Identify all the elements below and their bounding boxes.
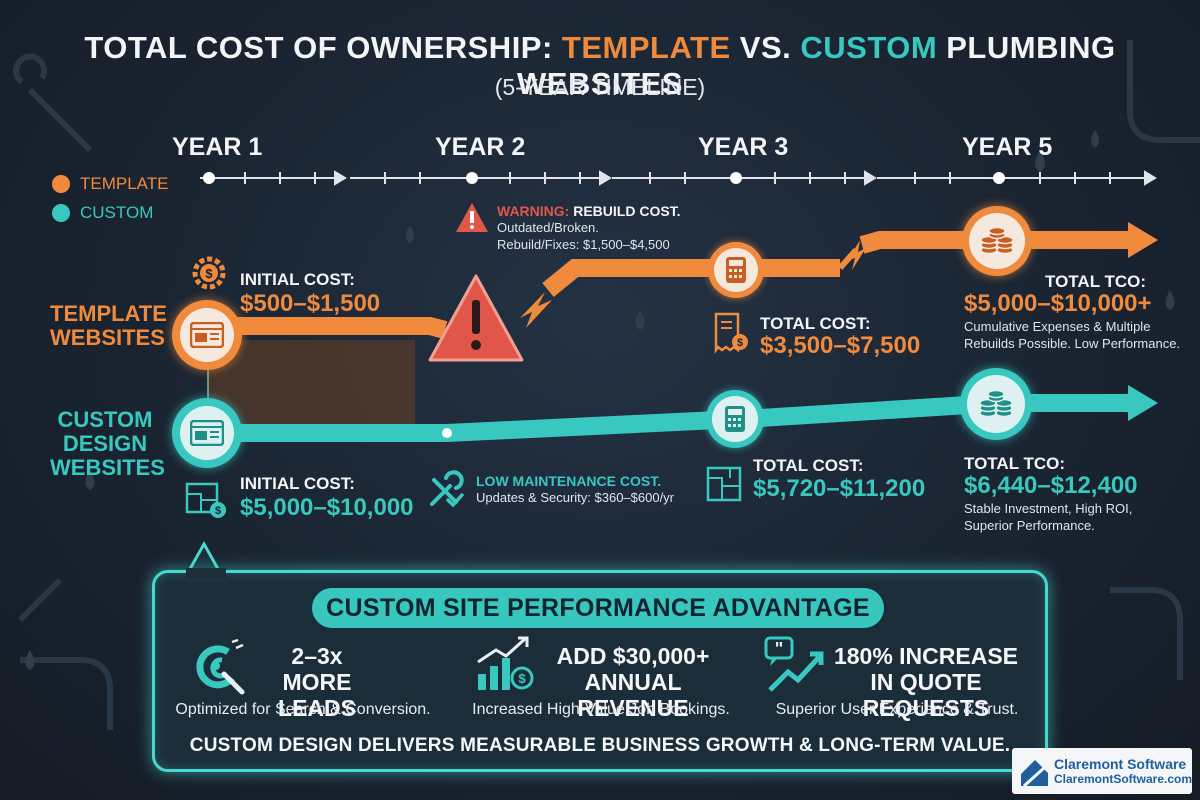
template-tco-value: $5,000–$10,000+	[964, 290, 1152, 317]
advantage-leads-sub: Optimized for Search & Conversion.	[175, 701, 431, 718]
wrench-check-icon	[430, 470, 464, 508]
svg-text:$: $	[215, 505, 221, 517]
brand-house-icon	[1021, 760, 1048, 788]
coin-stack-icon	[969, 213, 1025, 269]
template-tco-note: Cumulative Expenses & Multiple Rebuilds P…	[964, 319, 1181, 351]
custom-year3-node	[706, 390, 764, 448]
template-path-year1	[208, 317, 448, 339]
gear-dollar-icon: $	[192, 256, 226, 290]
coin-stack-icon	[967, 375, 1025, 433]
template-year5-node	[962, 206, 1032, 276]
legend-custom-swatch	[52, 204, 70, 222]
advantage-revenue-sub: Increased High-Value Job Bookings.	[472, 701, 730, 718]
svg-text:$: $	[737, 337, 743, 349]
wrench-icon	[13, 53, 93, 153]
template-path-year3	[542, 259, 840, 297]
advantage-revenue-head: ADD $30,000+ ANNUAL REVENUE	[556, 643, 710, 721]
calculator-icon	[714, 248, 758, 292]
advantage-quotes-head: 180% INCREASE IN QUOTE REQUESTS	[833, 643, 1019, 721]
custom-tco-note: Stable Investment, High ROI, Superior Per…	[964, 501, 1133, 533]
template-warning-note: WARNING: REBUILD COST. Outdated/Broken. …	[497, 203, 681, 252]
legend-template-swatch	[52, 175, 70, 193]
custom-tco-label: TOTAL TCO:	[964, 454, 1066, 473]
custom-initial-label: INITIAL COST:	[240, 474, 355, 493]
template-row-label: TEMPLATE WEBSITES	[50, 301, 167, 350]
custom-year5-node	[960, 368, 1032, 440]
year-2-label: YEAR 2	[435, 133, 526, 161]
custom-maintenance-note: LOW MAINTENANCE COST. Updates & Security…	[476, 473, 675, 505]
custom-year2-marker	[442, 428, 452, 438]
brand-logo: Claremont Software ClaremontSoftware.com	[1012, 748, 1192, 794]
svg-text:": "	[775, 639, 784, 659]
template-arrowhead	[1128, 222, 1158, 258]
advantage-title: CUSTOM SITE PERFORMANCE ADVANTAGE	[312, 588, 884, 628]
custom-arrowhead	[1128, 385, 1158, 421]
advantage-quotes-sub: Superior User Experience & Trust.	[775, 701, 1019, 718]
template-cost-area	[208, 340, 415, 428]
year-3-label: YEAR 3	[698, 133, 789, 161]
template-year3-node	[708, 242, 764, 298]
browser-window-icon	[180, 308, 234, 362]
template-path-year5	[859, 231, 1130, 254]
magnet-icon	[196, 638, 245, 695]
template-initial-label: INITIAL COST:	[240, 270, 355, 289]
template-tco-label: TOTAL TCO:	[1045, 272, 1147, 291]
custom-row-label: CUSTOM DESIGN WEBSITES	[50, 407, 165, 480]
chat-trend-icon: "	[764, 636, 824, 692]
blueprint-dollar-icon: $	[185, 482, 226, 518]
page-title: TOTAL COST OF OWNERSHIP: TEMPLATE VS. CU…	[84, 30, 1116, 101]
year-1-marker	[203, 172, 215, 184]
year-5-marker	[993, 172, 1005, 184]
svg-text:$: $	[518, 671, 526, 686]
custom-year3-label: TOTAL COST:	[753, 456, 864, 475]
custom-year3-value: $5,720–$11,200	[753, 475, 926, 502]
custom-website-node	[172, 398, 242, 468]
advantage-leads-head: 2–3x MORE LEADS	[278, 643, 356, 721]
svg-text:$: $	[205, 266, 213, 281]
page-subtitle: (5-YEAR TIMELINE)	[494, 74, 706, 100]
year-3-marker	[730, 172, 742, 184]
legend-template: TEMPLATE	[52, 174, 168, 194]
pipe-icon	[1127, 40, 1200, 143]
browser-window-icon	[180, 406, 234, 460]
custom-tco-value: $6,440–$12,400	[964, 472, 1138, 499]
calculator-icon	[712, 396, 758, 442]
legend-custom: CUSTOM	[52, 203, 153, 223]
year-1-label: YEAR 1	[172, 133, 263, 161]
template-initial-value: $500–$1,500	[240, 290, 381, 317]
water-drop-icon	[1035, 150, 1045, 172]
growth-chart-icon: $	[477, 636, 534, 690]
year-2-marker	[466, 172, 478, 184]
advantage-footer: CUSTOM DESIGN DELIVERS MEASURABLE BUSINE…	[189, 735, 1011, 756]
blueprint-icon	[706, 466, 742, 502]
receipt-dollar-icon: $	[714, 312, 748, 354]
template-year3-label: TOTAL COST:	[760, 314, 871, 333]
break-bolt-icon	[520, 292, 552, 328]
template-year3-value: $3,500–$7,500	[760, 332, 921, 359]
year-5-label: YEAR 5	[962, 133, 1053, 161]
custom-initial-value: $5,000–$10,000	[240, 494, 414, 521]
template-website-node	[172, 300, 242, 370]
